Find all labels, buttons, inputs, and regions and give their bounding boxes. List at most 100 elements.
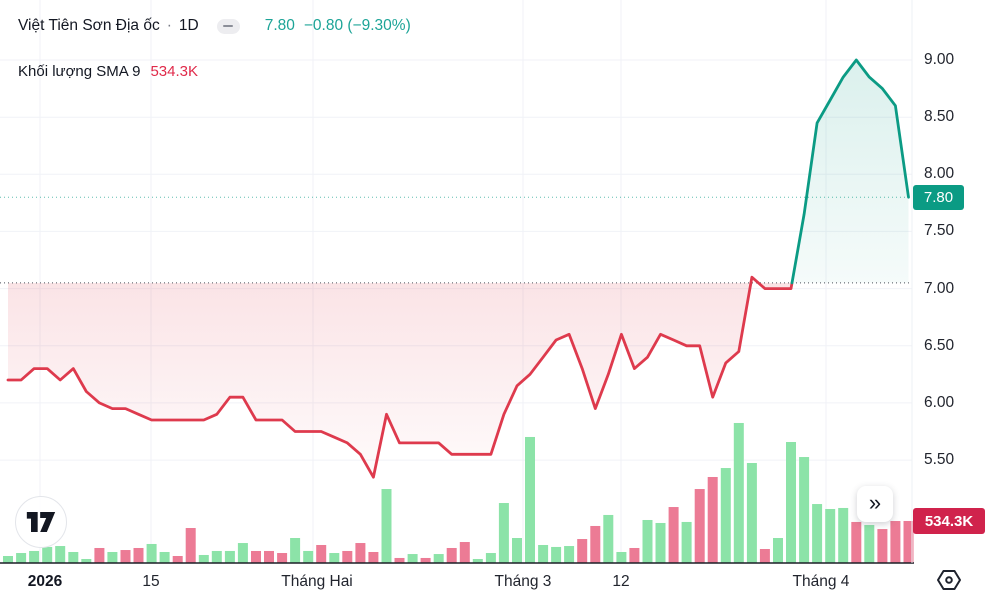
volume-bar bbox=[498, 503, 509, 563]
volume-bar bbox=[16, 553, 27, 563]
volume-bar bbox=[237, 543, 248, 563]
volume-bar bbox=[446, 547, 457, 563]
price-axis-label: 8.00 bbox=[924, 165, 955, 183]
volume-bar bbox=[198, 554, 209, 563]
gridlines bbox=[0, 0, 912, 563]
volume-bar bbox=[133, 547, 144, 563]
volume-bar bbox=[459, 542, 470, 563]
volume-bar bbox=[773, 538, 783, 563]
volume-bar bbox=[68, 551, 79, 563]
volume-bar bbox=[146, 543, 157, 563]
volume-bar bbox=[251, 550, 261, 563]
tradingview-logo-watermark[interactable] bbox=[15, 496, 67, 548]
volume-bar bbox=[120, 550, 131, 563]
volume-bar bbox=[172, 556, 183, 563]
volume-bar bbox=[472, 558, 483, 563]
volume-bar bbox=[799, 457, 810, 563]
volume-bar bbox=[733, 422, 744, 563]
volume-bar bbox=[42, 546, 53, 563]
price-axis-label: 7.00 bbox=[924, 279, 955, 297]
legend-collapse-button[interactable] bbox=[216, 18, 240, 34]
price-axis-label: 6.00 bbox=[924, 393, 955, 411]
volume-bar bbox=[159, 551, 170, 563]
volume-bar bbox=[903, 520, 914, 563]
volume-bar bbox=[485, 553, 496, 563]
double-chevron-right-icon: » bbox=[868, 489, 882, 515]
indicator-label[interactable]: Khối lượng SMA 9 bbox=[18, 62, 141, 80]
volume-bar bbox=[368, 551, 379, 563]
volume-bar bbox=[538, 544, 549, 563]
volume-bar bbox=[564, 546, 575, 563]
volume-bar bbox=[394, 557, 405, 563]
volume-bar bbox=[838, 507, 849, 563]
volume-bar bbox=[720, 468, 731, 563]
volume-bar bbox=[420, 557, 431, 563]
price-axis[interactable]: 9.00 8.50 8.00 7.50 7.00 6.50 6.00 5.50 bbox=[912, 0, 991, 563]
volume-bar bbox=[407, 554, 418, 563]
volume-bar bbox=[381, 489, 392, 563]
volume-value-badge: 534.3K bbox=[913, 508, 985, 534]
volume-bar bbox=[603, 514, 614, 563]
volume-bar bbox=[290, 538, 301, 563]
volume-bar bbox=[681, 521, 692, 563]
volume-bar bbox=[668, 507, 679, 563]
volume-bar bbox=[759, 549, 770, 563]
time-axis-label: Tháng 4 bbox=[792, 573, 850, 590]
price-axis-label: 9.00 bbox=[924, 51, 955, 68]
volume-bar bbox=[264, 550, 274, 563]
minus-icon bbox=[223, 24, 234, 28]
volume-bar bbox=[525, 436, 535, 563]
time-axis[interactable]: 2026 15 Tháng Hai Tháng 3 12 Tháng 4 bbox=[0, 565, 991, 601]
volume-bar bbox=[577, 539, 588, 563]
price-change: −0.80 (−9.30%) bbox=[303, 17, 411, 34]
baseline-area-fills bbox=[8, 60, 909, 478]
volume-bar bbox=[890, 521, 901, 563]
volume-bar bbox=[851, 521, 862, 563]
volume-bar bbox=[303, 550, 314, 563]
volume-bar bbox=[329, 553, 340, 563]
volume-bar bbox=[551, 546, 562, 563]
tradingview-logo-icon bbox=[26, 512, 56, 532]
volume-bar bbox=[812, 504, 823, 563]
time-axis-label: 2026 bbox=[27, 573, 63, 590]
timeframe-label[interactable]: 1D bbox=[178, 17, 199, 34]
volume-bar bbox=[746, 463, 757, 563]
hexagon-dot-icon bbox=[937, 570, 961, 590]
volume-bar bbox=[224, 550, 235, 563]
time-axis-label: 15 bbox=[142, 573, 160, 590]
volume-bar bbox=[81, 558, 92, 563]
volume-bar bbox=[642, 519, 653, 563]
volume-bar bbox=[590, 525, 601, 563]
price-axis-label: 5.50 bbox=[924, 451, 955, 469]
volume-bar bbox=[342, 550, 353, 563]
price-axis-label: 8.50 bbox=[924, 108, 955, 126]
volume-bar bbox=[355, 543, 366, 563]
volume-bar bbox=[786, 442, 796, 563]
scroll-to-recent-button[interactable]: » bbox=[857, 486, 893, 522]
volume-bar bbox=[277, 553, 288, 563]
current-price-badge: 7.80 bbox=[913, 185, 964, 211]
symbol-title[interactable]: Việt Tiên Sơn Địa ốc bbox=[18, 17, 160, 34]
volume-bar bbox=[825, 508, 836, 563]
time-axis-label: 12 bbox=[612, 573, 630, 590]
pane-settings-button[interactable] bbox=[934, 566, 964, 594]
volume-bar bbox=[433, 554, 444, 563]
volume-bar bbox=[694, 489, 705, 563]
volume-bar bbox=[55, 546, 66, 563]
volume-bar bbox=[616, 551, 627, 563]
volume-bar bbox=[211, 550, 222, 563]
volume-bar bbox=[629, 547, 640, 563]
volume-bar bbox=[707, 476, 718, 563]
time-axis-label: Tháng 3 bbox=[494, 573, 552, 590]
volume-bar bbox=[107, 551, 118, 563]
volume-bar bbox=[316, 544, 327, 563]
last-price: 7.80 bbox=[264, 17, 295, 34]
volume-bar bbox=[512, 538, 522, 563]
volume-bar bbox=[94, 547, 105, 563]
time-axis-label: Tháng Hai bbox=[281, 573, 353, 590]
indicator-value: 534.3K bbox=[150, 62, 198, 80]
volume-bar bbox=[3, 556, 13, 563]
volume-bars bbox=[3, 422, 914, 563]
volume-bar bbox=[185, 528, 196, 563]
